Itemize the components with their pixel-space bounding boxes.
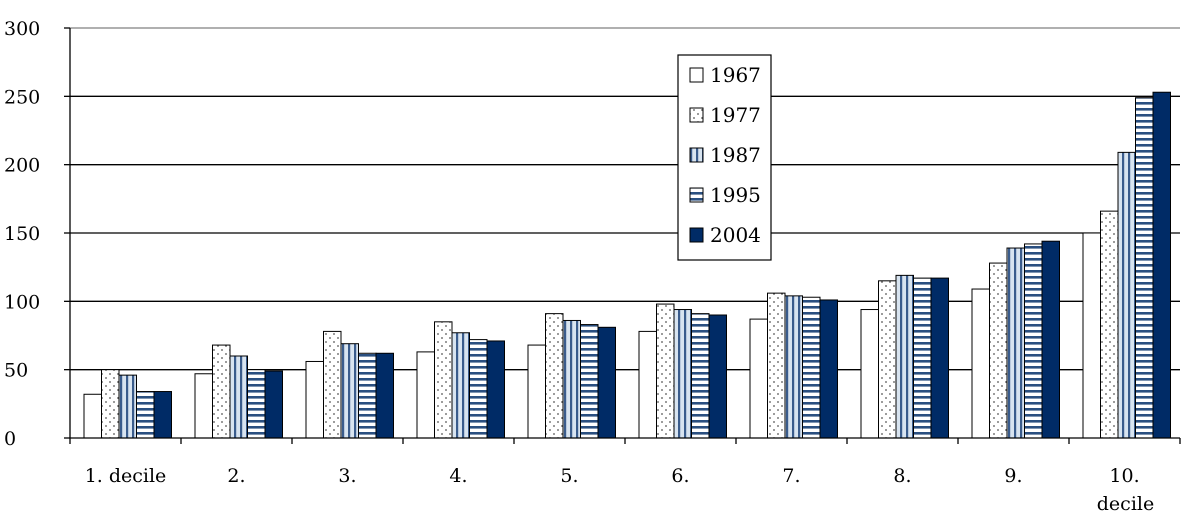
bar-1987-cat-5 xyxy=(562,319,581,439)
bar-1967-cat-9 xyxy=(971,288,990,439)
bar-1987-cat-7 xyxy=(784,295,803,439)
y-tick-label-50: 50 xyxy=(4,360,28,382)
bar-1995-cat-10 xyxy=(1135,97,1154,439)
bar-1967-cat-6 xyxy=(638,330,657,439)
bar-1995-cat-7 xyxy=(802,296,821,439)
bar-1995-cat-2 xyxy=(247,369,266,439)
bar-1967-cat-8 xyxy=(860,309,879,439)
y-tick-label-250: 250 xyxy=(4,86,40,108)
bar-1967-cat-1 xyxy=(83,393,102,439)
bar-1995-cat-4 xyxy=(469,339,488,439)
legend-swatch-1995 xyxy=(689,187,704,203)
bar-1967-cat-3 xyxy=(305,360,324,439)
legend-label-1967: 1967 xyxy=(710,63,761,87)
bar-1967-cat-7 xyxy=(749,318,768,439)
y-tick-label-300: 300 xyxy=(4,18,40,40)
bar-1987-cat-9 xyxy=(1006,247,1025,439)
bar-1987-cat-8 xyxy=(895,274,914,439)
bar-2004-cat-1 xyxy=(153,391,172,439)
y-tick-label-0: 0 xyxy=(4,428,16,450)
bar-2004-cat-5 xyxy=(597,326,616,439)
axes xyxy=(64,27,1181,444)
bar-2004-cat-2 xyxy=(264,370,283,439)
bar-1987-cat-10 xyxy=(1117,151,1136,439)
x-tick-label-5: 5. xyxy=(560,465,578,487)
bar-1977-cat-3 xyxy=(323,330,342,439)
bar-2004-cat-4 xyxy=(486,340,505,439)
x-tick-label-9: 9. xyxy=(1004,465,1022,487)
bar-1987-cat-3 xyxy=(340,343,359,439)
bar-1977-cat-7 xyxy=(767,292,786,439)
bar-1995-cat-3 xyxy=(358,352,377,439)
bar-1987-cat-4 xyxy=(451,332,470,439)
legend-label-2004: 2004 xyxy=(710,223,761,247)
bar-1977-cat-5 xyxy=(545,313,564,439)
x-tick-label-3: 3. xyxy=(338,465,356,487)
legend-swatch-1967 xyxy=(689,67,704,83)
bar-1977-cat-8 xyxy=(878,280,897,439)
bar-1967-cat-5 xyxy=(527,344,546,439)
x-tick-label-1: 1. decile xyxy=(85,465,167,487)
bar-1987-cat-6 xyxy=(673,309,692,439)
bar-1995-cat-6 xyxy=(691,313,710,439)
bar-1977-cat-1 xyxy=(101,369,120,439)
x-tick-label-2: 2. xyxy=(227,465,245,487)
bar-2004-cat-6 xyxy=(708,314,727,439)
x-tick-label-10-line2: decile xyxy=(1097,493,1154,515)
bar-2004-cat-7 xyxy=(819,299,838,439)
legend-swatch-1987 xyxy=(689,147,704,163)
x-tick-label-8: 8. xyxy=(893,465,911,487)
bar-1967-cat-2 xyxy=(194,373,213,439)
bar-1995-cat-9 xyxy=(1024,243,1043,439)
y-tick-label-100: 100 xyxy=(4,291,40,313)
legend-swatch-2004 xyxy=(689,227,704,243)
bar-1995-cat-5 xyxy=(580,324,599,439)
bar-1987-cat-1 xyxy=(118,374,137,439)
bar-1995-cat-1 xyxy=(136,391,155,439)
bar-2004-cat-8 xyxy=(930,277,949,439)
bar-1987-cat-2 xyxy=(229,355,248,439)
bar-1977-cat-4 xyxy=(434,321,453,439)
x-tick-label-6: 6. xyxy=(671,465,689,487)
legend-label-1987: 1987 xyxy=(710,143,761,167)
bar-1977-cat-9 xyxy=(989,262,1008,439)
legend-label-1977: 1977 xyxy=(710,103,761,127)
bar-1967-cat-4 xyxy=(416,351,435,439)
legend: 1967 1977 1987 1995 2004 xyxy=(677,54,772,261)
bar-1977-cat-2 xyxy=(212,344,231,439)
x-tick-label-4: 4. xyxy=(449,465,467,487)
bar-1977-cat-6 xyxy=(656,303,675,439)
bar-1967-cat-10 xyxy=(1082,232,1101,439)
bar-1977-cat-10 xyxy=(1100,210,1119,439)
x-tick-label-10: 10. xyxy=(1109,465,1139,487)
bars xyxy=(83,91,1171,439)
legend-swatch-1977 xyxy=(689,107,704,123)
bar-2004-cat-3 xyxy=(375,352,394,439)
bar-2004-cat-10 xyxy=(1152,91,1171,439)
axis-labels: 0 50 100 150 200 250 300 1. decile 2. 3. 4. 5. 6. 7. 8… xyxy=(4,18,1154,515)
bar-2004-cat-9 xyxy=(1041,240,1060,439)
y-tick-label-200: 200 xyxy=(4,155,40,177)
legend-label-1995: 1995 xyxy=(710,183,761,207)
y-tick-label-150: 150 xyxy=(4,223,40,245)
x-tick-label-7: 7. xyxy=(782,465,800,487)
bar-1995-cat-8 xyxy=(913,277,932,439)
